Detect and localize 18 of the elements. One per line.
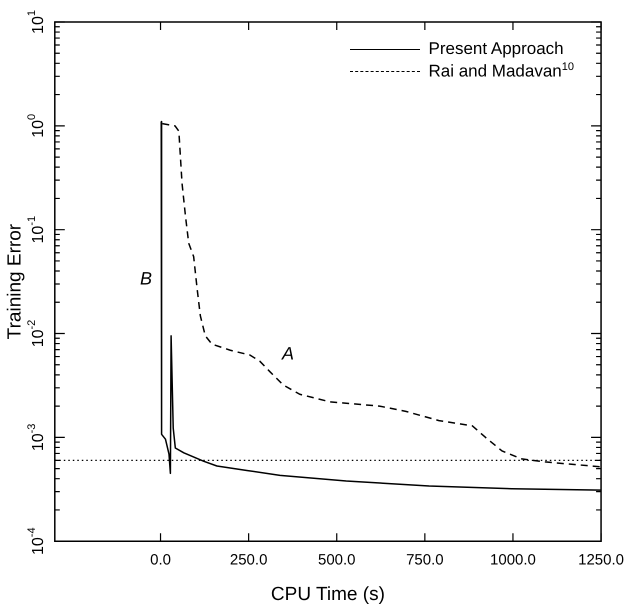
annotation: B [140,268,152,289]
legend-label: Rai and Madavan$^{10}$ [428,60,574,82]
x-tick-label: 0.0 [150,551,171,568]
y-tick-label: 101 [26,10,47,34]
annotation: A [281,343,294,364]
x-tick-label: 750.0 [406,551,444,568]
x-tick-label: 1250.0 [578,551,624,568]
legend-label: Present Approach [428,39,564,59]
y-tick-label: 10-4 [26,527,47,555]
y-axis-title: Training Error [4,223,26,340]
x-tick-label: 250.0 [230,551,268,568]
x-tick-label: 500.0 [318,551,356,568]
y-tick-label: 100 [26,114,47,138]
y-tick-label: 10-3 [26,424,47,452]
y-tick-label: 10-1 [26,216,47,244]
y-tick-label: 10-2 [26,320,47,348]
x-axis-title: CPU Time (s) [270,584,385,605]
x-tick-label: 1000.0 [490,551,536,568]
